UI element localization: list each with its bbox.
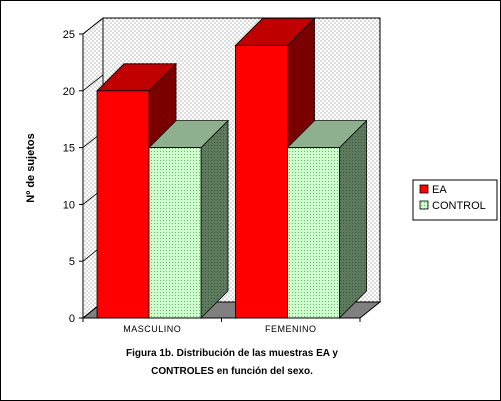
legend: EA CONTROL xyxy=(412,179,498,221)
y-axis-label: Nº de sujetos xyxy=(25,133,37,202)
legend-swatch-control xyxy=(419,200,429,210)
bar-front-face xyxy=(96,90,150,319)
y-axis: 0 5 10 15 20 25 xyxy=(63,29,84,325)
y-tick-label: 20 xyxy=(63,86,75,98)
bar-front-face xyxy=(148,147,202,319)
wall-tick-line xyxy=(82,17,104,35)
y-tick-label: 10 xyxy=(63,199,75,211)
bar-side-face xyxy=(339,119,367,319)
y-tick-label: 25 xyxy=(63,29,75,41)
x-category-label: FEMENINO xyxy=(265,324,317,334)
bar-front-face xyxy=(235,44,288,319)
bar-control-femenino xyxy=(286,119,368,319)
bars-group xyxy=(96,17,368,319)
bar-front-face xyxy=(287,147,340,319)
x-category-label: MASCULINO xyxy=(123,324,181,334)
y-tick-label: 15 xyxy=(63,143,75,155)
legend-label-control: CONTROL xyxy=(432,200,486,212)
wall-tick-line xyxy=(82,74,104,92)
y-tick-label: 0 xyxy=(69,313,75,325)
bar-control-masculino xyxy=(148,119,229,319)
figure-caption-line2: CONTROLES en función del sexo. xyxy=(151,366,313,377)
legend-label-ea: EA xyxy=(432,184,447,196)
bar-side-face xyxy=(200,119,229,319)
figure-caption-line1: Figura 1b. Distribución de las muestras … xyxy=(126,348,338,359)
x-axis: MASCULINO FEMENINO xyxy=(82,317,361,334)
legend-swatch-ea xyxy=(419,184,429,194)
y-tick-label: 5 xyxy=(69,256,75,268)
bar-ea-masculino xyxy=(96,62,177,319)
